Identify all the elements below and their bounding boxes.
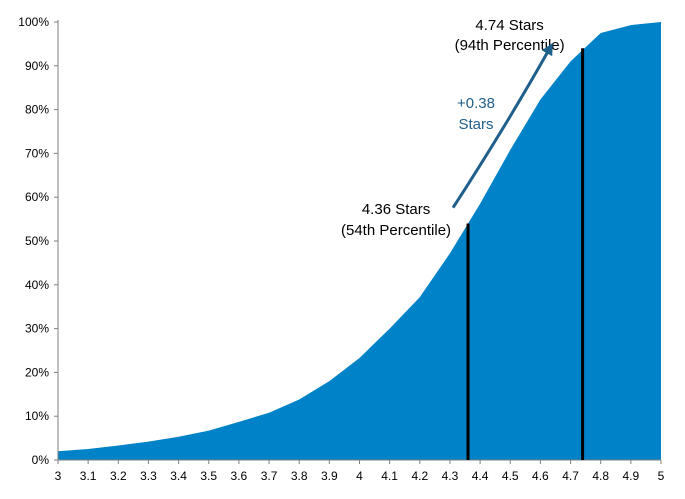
x-tick-label: 4.6 xyxy=(532,469,549,483)
x-tick-label: 3.8 xyxy=(291,469,308,483)
marker-label-stars: 4.36 Stars xyxy=(362,201,430,218)
x-tick-label: 3 xyxy=(55,469,62,483)
y-tick-label: 80% xyxy=(25,103,49,117)
x-tick-label: 4.7 xyxy=(562,469,579,483)
x-tick-label: 4.9 xyxy=(623,469,640,483)
marker-label-percentile: (54th Percentile) xyxy=(341,222,451,239)
x-tick-label: 3.9 xyxy=(321,469,338,483)
x-tick-label: 3.3 xyxy=(140,469,157,483)
x-tick-label: 4.5 xyxy=(502,469,519,483)
increase-arrow xyxy=(451,42,553,209)
x-tick-label: 3.5 xyxy=(200,469,217,483)
arrow-label-delta: +0.38 xyxy=(457,95,495,112)
y-tick-label: 40% xyxy=(25,278,49,292)
y-tick-label: 20% xyxy=(25,365,49,379)
x-tick-label: 4.4 xyxy=(472,469,489,483)
y-tick-label: 30% xyxy=(25,322,49,336)
x-tick-label: 4.8 xyxy=(592,469,609,483)
y-tick-label: 0% xyxy=(32,453,50,467)
x-tick-label: 3.1 xyxy=(80,469,97,483)
marker-label-stars: 4.74 Stars xyxy=(475,17,543,34)
x-tick-label: 3.2 xyxy=(110,469,127,483)
x-tick-label: 4.1 xyxy=(381,469,398,483)
arrow-label-unit: Stars xyxy=(458,116,493,133)
x-tick-label: 5 xyxy=(658,469,665,483)
marker-label-percentile: (94th Percentile) xyxy=(455,37,565,54)
x-tick-label: 4 xyxy=(356,469,363,483)
y-tick-label: 100% xyxy=(18,15,49,29)
y-tick-label: 90% xyxy=(25,59,49,73)
x-tick-label: 3.6 xyxy=(231,469,248,483)
y-tick-label: 60% xyxy=(25,190,49,204)
x-tick-label: 4.3 xyxy=(442,469,459,483)
x-tick-label: 4.2 xyxy=(411,469,428,483)
x-tick-label: 3.4 xyxy=(170,469,187,483)
area-series xyxy=(58,22,661,460)
y-tick-label: 10% xyxy=(25,409,49,423)
y-tick-label: 70% xyxy=(25,146,49,160)
x-tick-label: 3.7 xyxy=(261,469,278,483)
y-tick-label: 50% xyxy=(25,234,49,248)
